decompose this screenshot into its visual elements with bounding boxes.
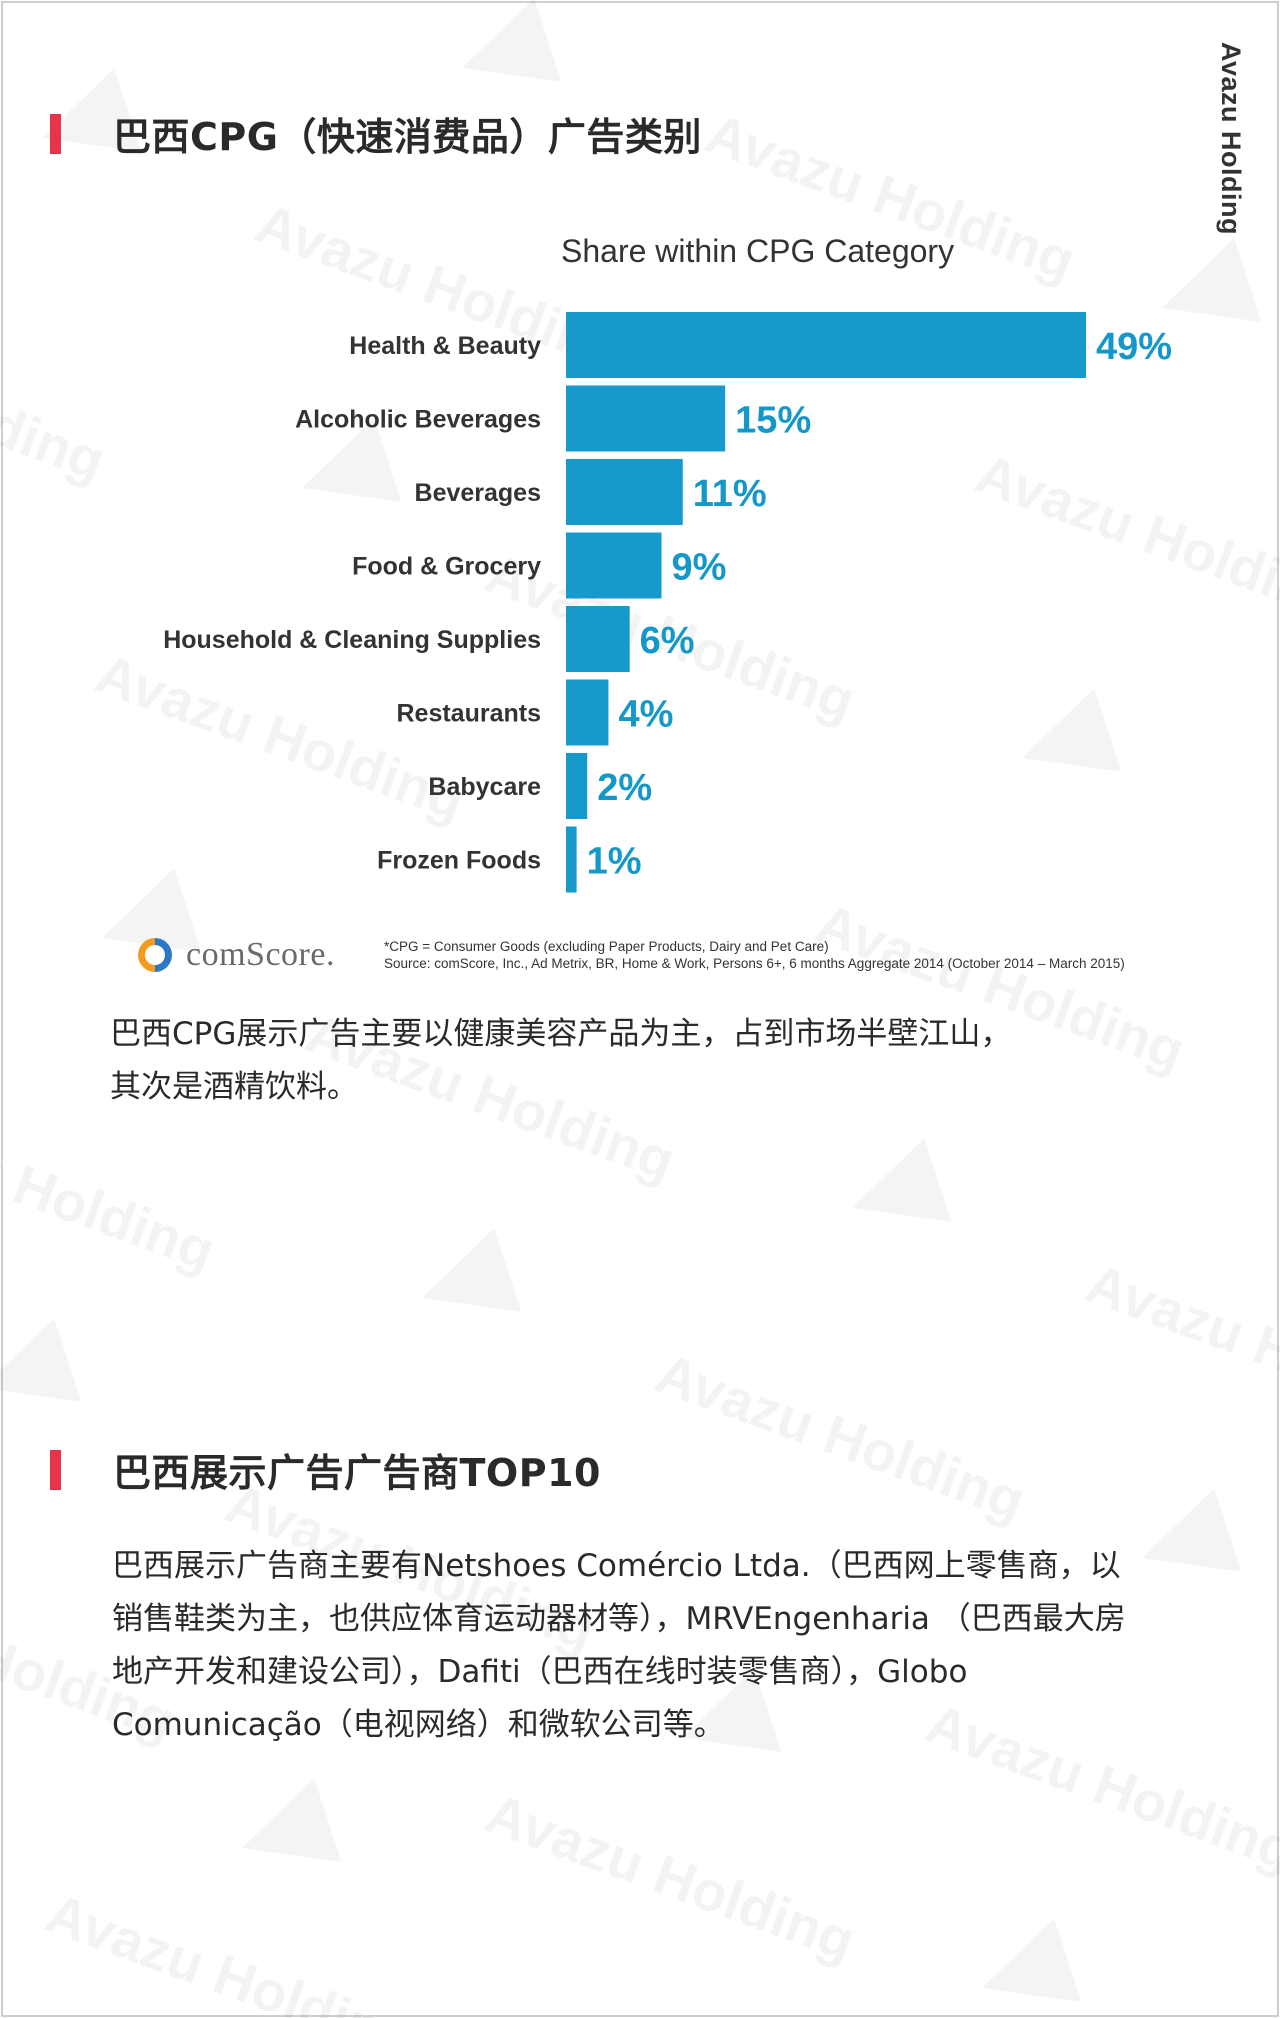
bar-2 — [566, 459, 683, 525]
data-label-5: 4% — [618, 694, 673, 736]
heading-marker — [50, 1449, 61, 1490]
bar-1 — [566, 385, 726, 452]
data-label-1: 15% — [735, 400, 811, 442]
heading-marker — [50, 113, 61, 154]
data-label-0: 49% — [1096, 326, 1172, 368]
brand-vertical-label: Avazu Holding — [1216, 42, 1246, 235]
bar-0 — [566, 312, 1086, 378]
bars-layer: Health & Beauty 49% Alcoholic Beverages 15%… — [163, 312, 1172, 893]
paragraph-line: 其次是酒精饮料。 — [110, 1069, 358, 1105]
category-label-2: Beverages — [415, 479, 541, 507]
bar-3 — [566, 532, 662, 599]
data-label-3: 9% — [672, 547, 727, 589]
cpg-bar-chart: Share within CPG Category Health & Beaut… — [100, 232, 1200, 982]
section-title: 巴西CPG（快速消费品）广告类别 — [113, 115, 702, 159]
paragraph-cpg-summary: 巴西CPG展示广告主要以健康美容产品为主，占到市场半壁江山， 其次是酒精饮料。 — [110, 1008, 1150, 1114]
data-label-2: 11% — [693, 473, 767, 515]
bar-6 — [566, 753, 588, 819]
category-label-5: Restaurants — [397, 700, 542, 728]
category-label-1: Alcoholic Beverages — [295, 406, 541, 434]
section-title: 巴西展示广告广告商TOP10 — [113, 1451, 601, 1495]
category-label-7: Frozen Foods — [377, 847, 541, 875]
category-label-0: Health & Beauty — [349, 332, 541, 360]
paragraph-advertisers: 巴西展示广告商主要有Netshoes Comércio Ltda.（巴西网上零售… — [112, 1540, 1192, 1752]
source-logo: comScore. — [138, 936, 335, 974]
category-label-6: Babycare — [428, 773, 541, 801]
paragraph-line: Comunicação（电视网络）和微软公司等。 — [112, 1707, 725, 1743]
footnote-line: *CPG = Consumer Goods (excluding Paper P… — [384, 939, 829, 954]
comscore-logo-icon — [138, 938, 172, 972]
bar-7 — [566, 826, 577, 893]
chart-title: Share within CPG Category — [561, 233, 954, 269]
chart-svg: Share within CPG Category Health & Beaut… — [163, 233, 1172, 893]
chart-footnote: *CPG = Consumer Goods (excluding Paper P… — [384, 938, 1125, 972]
section-heading-cpg: 巴西CPG（快速消费品）广告类别 — [50, 106, 702, 161]
comscore-logo: comScore. — [138, 936, 335, 974]
category-label-3: Food & Grocery — [352, 553, 541, 581]
data-label-4: 6% — [640, 620, 695, 662]
data-label-6: 2% — [597, 767, 652, 809]
bar-4 — [566, 606, 630, 672]
footnote-line: Source: comScore, Inc., Ad Metrix, BR, H… — [384, 956, 1125, 971]
comscore-logo-text: comScore. — [186, 936, 335, 973]
section-heading-top10: 巴西展示广告广告商TOP10 — [50, 1442, 601, 1497]
paragraph-line: 地产开发和建设公司），Dafiti（巴西在线时装零售商），Globo — [112, 1654, 968, 1690]
bar-5 — [566, 679, 609, 746]
data-label-7: 1% — [587, 841, 642, 883]
paragraph-line: 巴西CPG展示广告主要以健康美容产品为主，占到市场半壁江山， — [110, 1016, 1012, 1052]
paragraph-line: 销售鞋类为主，也供应体育运动器材等），MRVEngenharia （巴西最大房 — [112, 1601, 1126, 1637]
category-label-4: Household & Cleaning Supplies — [163, 626, 541, 654]
paragraph-line: 巴西展示广告商主要有Netshoes Comércio Ltda.（巴西网上零售… — [112, 1548, 1121, 1584]
